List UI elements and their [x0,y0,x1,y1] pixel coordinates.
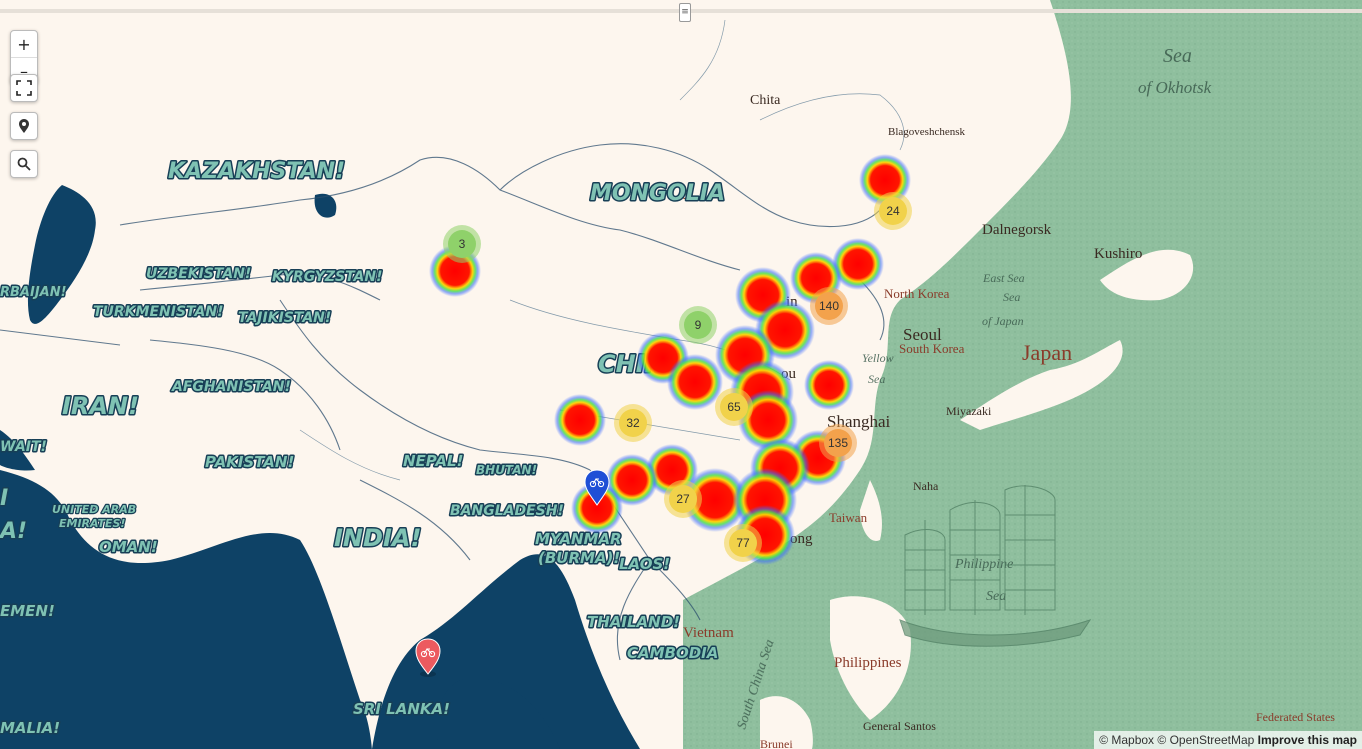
country-label: LAOS! [619,555,670,573]
bicycle-icon [420,648,436,658]
place-label: Philippines [834,655,902,671]
map-pin-icon [19,119,29,133]
sea-label: Sea [1163,45,1192,67]
sea-label: Sea [986,589,1006,604]
place-label: South Korea [899,341,965,356]
place-label: Naha [913,479,939,493]
country-label: KAZAKHSTAN! [168,159,345,184]
attribution-osm[interactable]: © OpenStreetMap [1157,733,1255,747]
place-label: Taiwan [829,510,868,525]
improve-map-link[interactable]: Improve this map [1257,733,1357,747]
place-label: Miyazaki [946,404,992,418]
cluster-marker[interactable]: 3 [443,225,481,263]
sea-label: Sea [868,372,885,386]
country-label: BANGLADESH! [450,503,564,519]
place-label: Vietnam [683,625,734,641]
country-label: EMIRATES! [59,517,125,530]
locate-button[interactable] [11,113,37,139]
country-label: PAKISTAN! [205,453,294,471]
place-label: Chita [750,93,781,108]
country-label: AFGHANISTAN! [171,379,291,395]
place-label: Blagoveshchensk [888,126,965,138]
place-label: a [682,184,690,203]
country-label: THAILAND! [587,613,680,631]
cluster-marker[interactable]: 24 [874,192,912,230]
country-label: RBAIJAN! [0,285,67,300]
locate-control [10,112,38,140]
place-label: Kushiro [1094,246,1142,262]
place-label: Brunei [760,737,793,749]
country-label: UZBEKISTAN! [146,266,251,282]
sea-label: of Okhotsk [1138,78,1212,97]
place-label: North Korea [884,286,950,301]
country-label: INDIA! [334,524,421,552]
country-label: MALIA! [0,719,60,737]
sea-label: of Japan [982,314,1024,328]
map-attribution: © Mapbox © OpenStreetMap Improve this ma… [1094,731,1362,749]
cluster-marker[interactable]: 140 [810,287,848,325]
place-label: General Santos [863,719,936,733]
cluster-count: 27 [676,492,690,506]
cluster-marker[interactable]: 77 [724,524,762,562]
country-label: BHUTAN! [476,463,537,477]
cluster-marker[interactable]: 135 [819,424,857,462]
zoom-in-button[interactable]: + [17,34,31,54]
search-control [10,150,38,178]
compare-divider-handle[interactable]: ≡ [679,3,691,22]
country-label: UNITED ARAB [52,503,136,516]
zoom-out-button[interactable]: – [11,57,37,84]
cluster-count: 135 [828,436,848,450]
cluster-marker[interactable]: 65 [715,388,753,426]
place-label: Japan [1022,340,1072,365]
country-label: TURKMENISTAN! [93,304,223,320]
left-seas [0,185,640,749]
cluster-count: 32 [626,416,640,430]
cluster-count: 9 [695,318,702,332]
country-label: KYRGYZSTAN! [272,269,382,285]
place-label: Dalnegorsk [982,222,1052,238]
country-label: IRAN! [62,392,139,420]
cluster-count: 140 [819,299,839,313]
fullscreen-control [10,74,38,102]
cluster-marker[interactable]: 27 [664,480,702,518]
place-label: Seoul [903,325,942,344]
cluster-count: 77 [736,536,750,550]
cluster-markers[interactable]: 3 24 140 9 65 32 135 [443,192,912,562]
right-seas [683,0,1362,749]
attribution-mapbox[interactable]: © Mapbox [1099,733,1155,747]
country-label: A! [0,519,27,544]
country-label: I [0,486,8,511]
country-label: MYANMAR [535,530,622,548]
country-label: WAIT! [0,439,47,455]
bicycle-icon [589,478,605,488]
cluster-count: 24 [886,204,900,218]
sea-label: Sea [1003,290,1020,304]
country-label: NEPAL! [403,452,463,470]
country-label: TAJIKISTAN! [238,310,331,326]
fullscreen-button[interactable] [11,75,37,101]
country-label: SRI LANKA! [353,700,450,718]
ship-illustration [899,485,1092,647]
map-marker-red[interactable] [415,638,441,677]
map-marker-blue[interactable] [584,469,610,506]
place-label: Federated States [1256,710,1335,724]
country-label: MONGOLIA [590,181,725,206]
search-icon [17,157,31,171]
search-button[interactable] [11,151,37,177]
sea-label: Philippine [954,557,1013,572]
cluster-count: 3 [459,237,466,251]
sea-label: Yellow [862,351,894,365]
fullscreen-icon [16,80,32,96]
cluster-marker[interactable]: 9 [679,306,717,344]
sea-label: East Sea [982,271,1025,285]
cluster-count: 65 [727,400,741,414]
country-label: EMEN! [0,602,55,620]
place-labels: Chita Blagoveshchensk Dalnegorsk Kushiro… [682,93,1335,749]
place-label: ong [790,531,813,547]
country-label: CAMBODIA [627,644,718,662]
country-label: OMAN! [99,538,158,556]
cluster-marker[interactable]: 32 [614,404,652,442]
country-label: (BURMA)! [538,549,620,567]
